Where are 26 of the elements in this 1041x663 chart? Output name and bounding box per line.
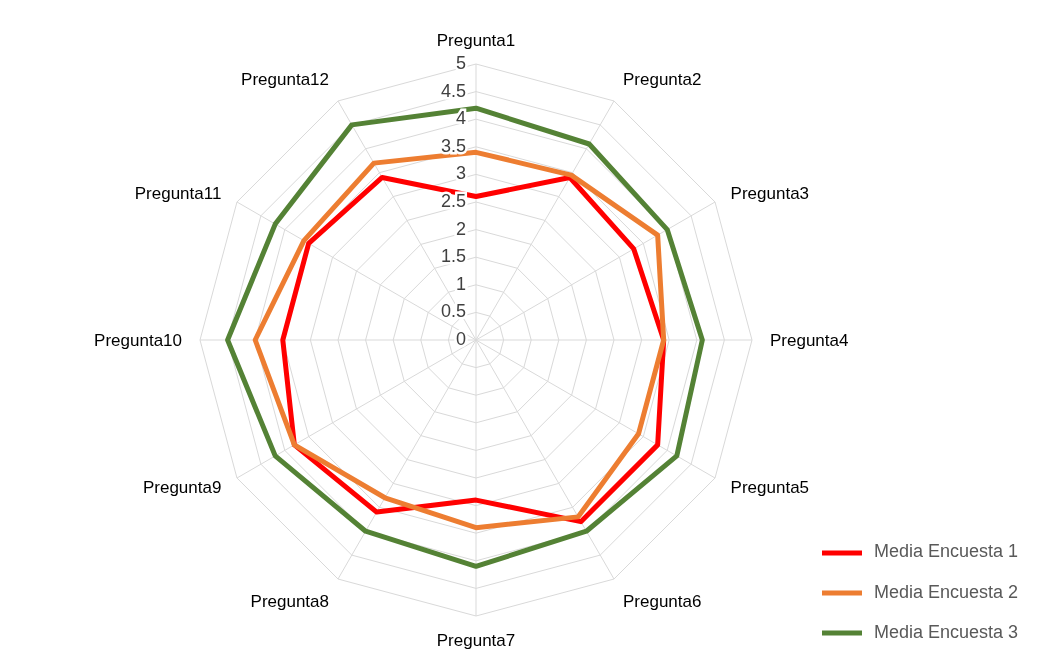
legend-label: Media Encuesta 3	[873, 621, 1018, 642]
y-tick-label: 0	[455, 329, 466, 349]
spoke-label: Pregunta5	[730, 478, 810, 498]
y-tick-label: 0.5	[440, 301, 466, 322]
y-tick-label: 2.5	[440, 191, 466, 211]
legend-label: Media Encuesta 1	[873, 541, 1018, 562]
spoke-label: Pregunta1	[436, 31, 516, 50]
spoke-label: Pregunta9	[142, 478, 222, 498]
y-tick-label: 3.5	[440, 135, 466, 156]
y-tick-label: 5	[455, 53, 466, 73]
spoke-label: Pregunta11	[134, 184, 222, 204]
spoke-label: Pregunta6	[623, 591, 702, 611]
y-tick-label: 2	[455, 218, 466, 239]
spoke-label: Pregunta8	[250, 591, 329, 611]
legend-label: Media Encuesta 2	[873, 581, 1018, 602]
spoke-label: Pregunta2	[623, 70, 702, 90]
spoke-label: Pregunta7	[436, 631, 516, 651]
spoke-label: Pregunta10	[94, 331, 182, 351]
spoke-label: Pregunta12	[241, 70, 329, 90]
spoke-label: Pregunta4	[770, 331, 849, 351]
y-tick-label: 3	[455, 163, 466, 184]
y-tick-label: 1.5	[440, 246, 466, 267]
y-tick-label: 4	[455, 108, 466, 129]
y-tick-label: 4.5	[440, 80, 466, 101]
spoke-label: Pregunta3	[730, 184, 810, 204]
y-tick-label: 1	[455, 273, 466, 294]
